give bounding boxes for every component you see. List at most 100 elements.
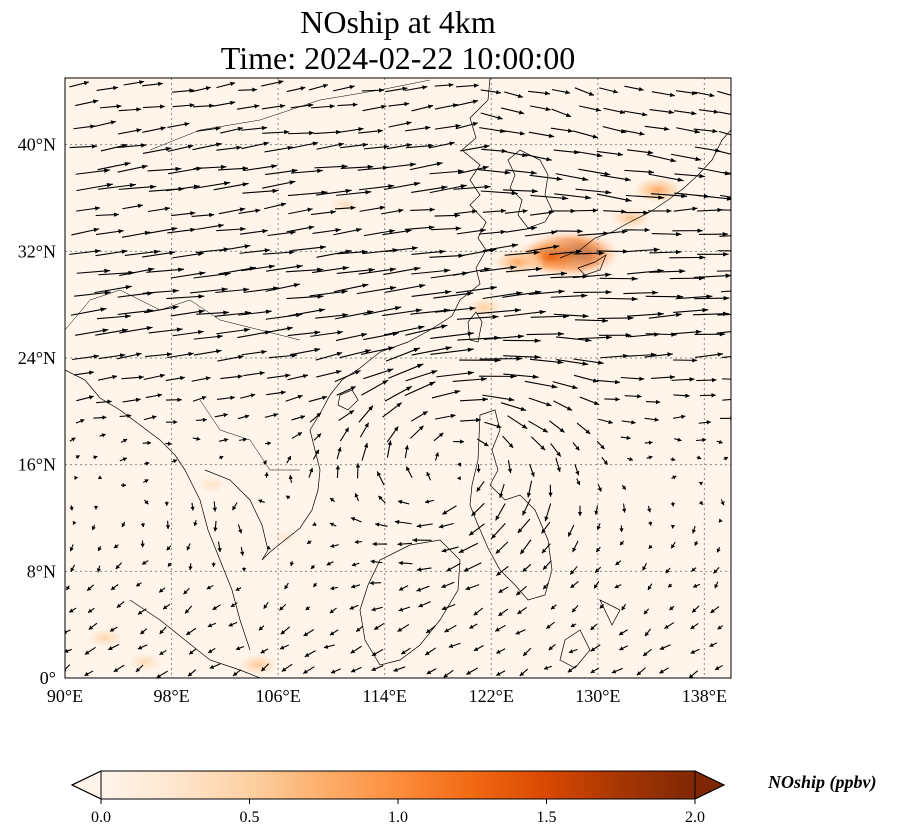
wind-arrow: [411, 268, 451, 275]
wind-arrow: [147, 226, 178, 234]
wind-arrow: [594, 566, 602, 574]
wind-arrow: [590, 667, 600, 674]
wind-arrow: [287, 373, 309, 381]
wind-arrow: [69, 437, 76, 442]
wind-arrow: [690, 648, 700, 654]
wind-arrow: [120, 438, 128, 443]
wind-arrow: [147, 166, 182, 172]
wind-arrow: [332, 84, 355, 92]
wind-arrow: [75, 99, 99, 107]
wind-arrow: [410, 207, 435, 212]
wind-arrow: [458, 542, 479, 554]
wind-arrow: [479, 265, 517, 273]
wind-arrow: [121, 521, 126, 528]
wind-arrow: [350, 584, 361, 589]
wind-arrow: [527, 271, 568, 278]
wind-arrow: [376, 471, 385, 486]
wind-arrow: [576, 478, 581, 486]
wind-arrow: [713, 567, 720, 574]
wind-arrow: [476, 481, 485, 492]
wind-arrow: [436, 370, 475, 378]
wind-arrow: [167, 144, 194, 152]
wind-arrow: [280, 626, 291, 635]
wind-arrow: [97, 546, 102, 552]
wind-arrow: [75, 455, 80, 460]
wind-arrow: [218, 207, 246, 215]
wind-arrow: [240, 125, 268, 131]
wind-arrow: [719, 235, 731, 237]
wind-arrow: [212, 501, 217, 512]
wind-arrow: [479, 127, 506, 134]
wind-arrow: [371, 648, 384, 657]
wind-arrow: [716, 270, 731, 272]
wind-arrow: [446, 562, 461, 572]
wind-arrow: [262, 129, 290, 135]
wind-arrow: [326, 561, 334, 566]
wind-arrow: [172, 330, 204, 337]
wind-arrow: [95, 212, 119, 217]
wind-arrow: [363, 144, 389, 150]
wind-arrow: [290, 141, 319, 149]
wind-arrow: [426, 471, 431, 481]
wind-arrow: [144, 499, 149, 505]
wind-arrow: [291, 168, 323, 174]
wind-arrow: [697, 207, 723, 213]
wind-arrow: [99, 433, 106, 438]
wind-arrow: [404, 85, 428, 92]
wind-arrow: [466, 667, 479, 675]
wind-arrow: [573, 289, 612, 295]
wind-arrow: [576, 422, 591, 435]
wind-arrow: [503, 338, 541, 343]
wind-arrow: [502, 188, 538, 194]
coastline-japan: [559, 129, 731, 276]
wind-arrow: [426, 668, 437, 675]
wind-arrow: [600, 174, 631, 182]
wind-arrow: [604, 397, 620, 402]
wind-arrow: [218, 244, 251, 252]
wind-arrow: [308, 467, 314, 478]
wind-arrow: [621, 129, 645, 136]
wind-arrow: [360, 346, 395, 355]
wind-arrow: [238, 309, 272, 316]
wind-arrow: [381, 208, 404, 215]
wind-arrow: [382, 228, 412, 236]
wind-arrow: [542, 582, 549, 590]
wind-arrow: [699, 393, 716, 398]
wind-arrow: [405, 370, 438, 382]
wind-arrow: [315, 188, 352, 196]
y-tick-label: 16°N: [18, 455, 56, 475]
wind-arrow: [339, 349, 372, 359]
wind-arrow: [698, 481, 703, 486]
wind-arrow: [237, 524, 243, 534]
wind-arrow: [663, 622, 675, 630]
wind-arrow: [97, 314, 131, 320]
wind-arrow: [369, 580, 382, 586]
wind-arrow: [69, 607, 77, 613]
wind-arrow: [720, 290, 731, 293]
wind-arrow: [86, 584, 95, 592]
wind-arrow: [541, 543, 551, 554]
wind-arrow: [528, 420, 549, 433]
wind-arrow: [291, 431, 303, 439]
wind-arrow: [340, 142, 369, 149]
wind-arrow: [398, 560, 413, 566]
wind-arrow: [507, 460, 513, 474]
wind-arrow: [694, 296, 730, 301]
wind-arrow: [286, 225, 315, 233]
wind-arrow: [550, 443, 562, 457]
wind-arrow: [279, 603, 287, 611]
wind-arrow: [624, 169, 655, 175]
wind-arrow: [76, 268, 111, 274]
wind-arrow: [723, 456, 729, 461]
wind-arrow: [118, 107, 142, 112]
coastline-korea: [507, 149, 553, 229]
wind-arrow: [329, 607, 337, 614]
wind-arrow: [196, 417, 207, 423]
wind-arrow: [258, 625, 265, 631]
wind-arrow: [95, 249, 128, 257]
wind-arrow: [416, 585, 430, 592]
wind-arrow: [699, 500, 704, 506]
wind-arrow: [424, 499, 435, 504]
wind-arrow: [184, 605, 193, 614]
wind-arrow: [330, 668, 341, 674]
